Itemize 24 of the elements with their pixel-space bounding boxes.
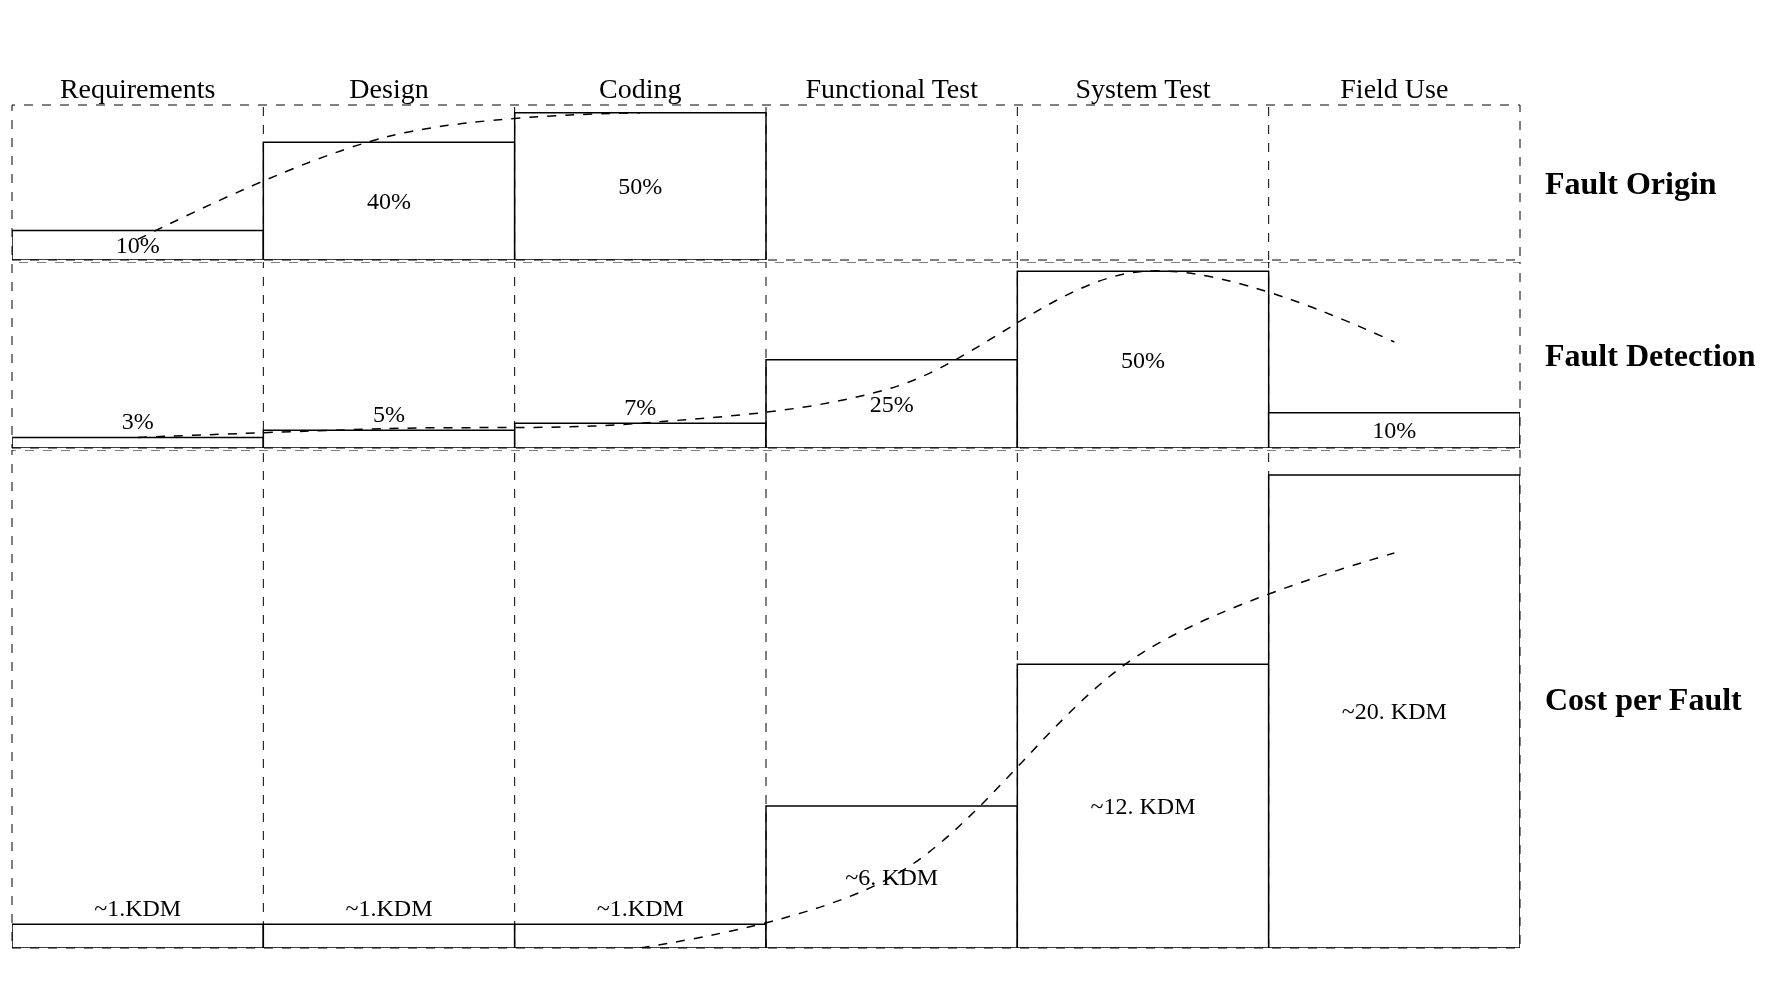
data-label: 50% — [1121, 346, 1165, 373]
data-label: 10% — [115, 232, 160, 259]
data-label: 25% — [869, 390, 914, 417]
x-tick-label: Functional Test — [805, 73, 979, 105]
x-tick-label: Field Use — [1340, 73, 1449, 105]
data-label: 5% — [373, 401, 405, 428]
data-label: ~12. KDM — [1090, 793, 1196, 820]
data-label: ~1.KDM — [94, 895, 182, 922]
data-label: ~6. KDM — [845, 864, 939, 891]
data-label: 50% — [618, 173, 663, 200]
data-label: ~1.KDM — [345, 895, 433, 922]
data-label: 10% — [1372, 417, 1417, 444]
data-label: 3% — [121, 408, 154, 435]
data-label: 40% — [367, 188, 411, 215]
x-tick-label: Coding — [599, 73, 682, 105]
y-axis-title: Fault Detection — [1545, 337, 1756, 373]
y-axis-title: Fault Origin — [1545, 165, 1717, 201]
x-tick-label: Requirements — [59, 73, 216, 105]
data-label: ~1.KDM — [596, 895, 684, 922]
data-label: 7% — [624, 394, 657, 421]
y-axis-title: Cost per Fault — [1545, 681, 1743, 717]
x-tick-label: System Test — [1075, 73, 1211, 105]
data-label: ~20. KDM — [1341, 698, 1447, 725]
x-tick-label: Design — [349, 73, 429, 105]
